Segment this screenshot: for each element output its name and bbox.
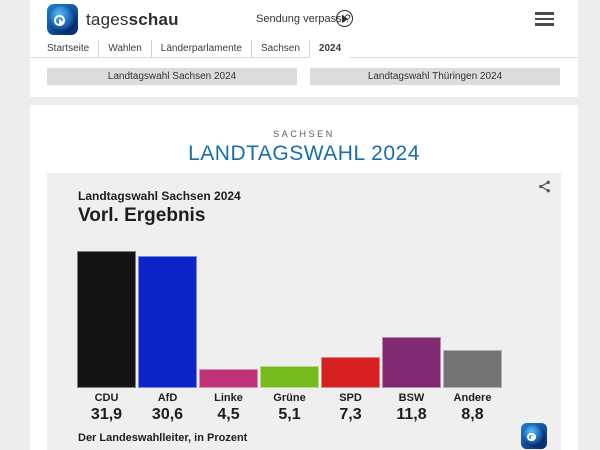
election-chart-panel: Landtagswahl Sachsen 2024 Vorl. Ergebnis… (47, 173, 561, 450)
breadcrumb: Startseite Wahlen Länderparlamente Sachsen 2… (30, 40, 578, 58)
brand-wordmark[interactable]: tagesschau (86, 10, 179, 30)
page-kicker: SACHSEN (273, 129, 335, 139)
region-tabs: Landtagswahl Sachsen 2024 Landtagswahl Th… (47, 68, 560, 85)
tagesschau-globe-logo-icon (521, 423, 547, 449)
tagesschau-logo-icon[interactable] (47, 4, 78, 35)
globe-wedge-icon (59, 18, 65, 25)
bar-value-afd: 30,6 (151, 406, 184, 423)
tab-landtagswahl-sachsen-2024[interactable]: Landtagswahl Sachsen 2024 (47, 68, 297, 85)
main-content: SACHSEN LANDTAGSWAHL 2024 Landtagswahl S… (30, 105, 578, 450)
chart-source-note: Der Landeswahlleiter, in Prozent (78, 432, 248, 444)
bar-label-cdu: CDU (94, 392, 119, 404)
bar-andere (443, 350, 502, 388)
bar-value-cdu: 31,9 (90, 406, 123, 423)
bar-values-row: 31,9 30,6 4,5 5,1 7,3 11,8 8,8 (47, 405, 561, 425)
bar-label-spd: SPD (339, 392, 362, 404)
bar-gr-ne (260, 366, 319, 388)
chart-footer: Der Landeswahlleiter, in Prozent (47, 423, 561, 449)
bar-cdu (77, 251, 136, 388)
tab-landtagswahl-th-ringen-2024[interactable]: Landtagswahl Thüringen 2024 (310, 68, 560, 85)
bar-value-bsw: 11,8 (396, 406, 427, 423)
site-header: tagesschau Sendung verpasst? Startseite W… (30, 0, 578, 97)
breadcrumb-item-sachsen[interactable]: Sachsen (250, 40, 309, 57)
breadcrumb-item-startseite[interactable]: Startseite (47, 43, 90, 54)
bar-chart (47, 250, 561, 388)
breadcrumb-item-2024[interactable]: 2024 (308, 40, 351, 58)
brand-bold: schau (128, 10, 179, 29)
bar-label-gr-ne: Grüne (273, 392, 306, 404)
bar-linke (199, 369, 258, 388)
page-title: LANDTAGSWAHL 2024 (188, 142, 420, 165)
bar-label-linke: Linke (214, 392, 243, 404)
chart-subtitle: Vorl. Ergebnis (78, 205, 206, 226)
play-icon[interactable] (336, 10, 353, 27)
hamburger-menu-icon[interactable] (535, 12, 554, 29)
bar-label-bsw: BSW (398, 392, 425, 404)
bar-labels-row: CDU AfD Linke Grüne SPD BSW Andere (47, 392, 561, 405)
chart-title: Landtagswahl Sachsen 2024 (78, 189, 241, 203)
share-icon[interactable] (536, 179, 552, 195)
bar-value-andere: 8,8 (461, 406, 484, 423)
breadcrumb-item-wahlen[interactable]: Wahlen (98, 40, 151, 57)
brand-regular: tages (86, 10, 129, 29)
bar-afd (138, 256, 197, 388)
bar-spd (321, 357, 380, 388)
bar-value-gr-ne: 5,1 (278, 406, 301, 423)
sendung-verpasst-link[interactable]: Sendung verpasst? (256, 13, 351, 25)
bar-label-afd: AfD (157, 392, 178, 404)
bar-value-spd: 7,3 (339, 406, 362, 423)
globe-wedge-icon (531, 435, 537, 442)
bar-bsw (382, 337, 441, 388)
bar-label-andere: Andere (453, 392, 492, 404)
bar-value-linke: 4,5 (217, 406, 240, 423)
breadcrumb-item-länderparlamente[interactable]: Länderparlamente (150, 40, 251, 57)
